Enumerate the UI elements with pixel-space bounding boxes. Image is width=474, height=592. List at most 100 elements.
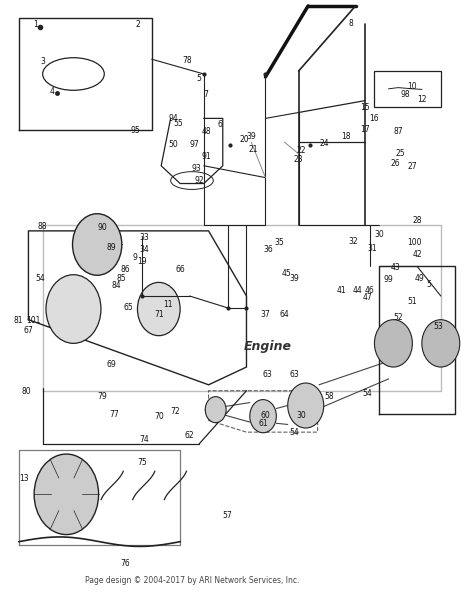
Text: 45: 45 <box>282 269 292 278</box>
Text: 19: 19 <box>137 257 147 266</box>
Circle shape <box>250 400 276 433</box>
Text: 23: 23 <box>294 155 303 165</box>
Text: 63: 63 <box>263 369 273 379</box>
Text: 13: 13 <box>19 474 28 483</box>
Text: 92: 92 <box>194 176 204 185</box>
Text: 15: 15 <box>360 103 370 112</box>
Text: 5: 5 <box>197 73 201 83</box>
Text: 5: 5 <box>427 279 431 289</box>
Text: 7: 7 <box>204 90 209 99</box>
Text: 97: 97 <box>190 140 199 149</box>
Text: 79: 79 <box>97 392 107 401</box>
Text: 91: 91 <box>201 152 211 162</box>
Text: 77: 77 <box>109 410 118 419</box>
Text: 17: 17 <box>360 124 370 134</box>
Text: 51: 51 <box>408 297 417 307</box>
Text: 37: 37 <box>261 310 270 320</box>
Text: 80: 80 <box>21 387 31 397</box>
Text: 62: 62 <box>185 431 194 440</box>
Text: 72: 72 <box>171 407 180 416</box>
Text: 55: 55 <box>173 118 182 128</box>
Circle shape <box>374 320 412 367</box>
Text: 39: 39 <box>246 131 256 141</box>
Text: 63: 63 <box>289 369 299 379</box>
Text: 76: 76 <box>121 559 130 568</box>
Text: 47: 47 <box>363 292 372 302</box>
Text: 10: 10 <box>408 82 417 91</box>
Text: 84: 84 <box>111 281 121 290</box>
Text: 67: 67 <box>24 326 33 335</box>
Text: 52: 52 <box>393 313 403 322</box>
Text: 31: 31 <box>367 244 377 253</box>
Text: 2: 2 <box>135 20 140 30</box>
Text: 57: 57 <box>223 510 232 520</box>
Circle shape <box>73 214 122 275</box>
Text: 22: 22 <box>296 146 306 156</box>
Text: 90: 90 <box>97 223 107 233</box>
Text: Engine: Engine <box>244 340 292 353</box>
Text: 78: 78 <box>182 56 192 65</box>
Text: 81: 81 <box>13 316 23 326</box>
Text: 36: 36 <box>263 245 273 255</box>
Text: 58: 58 <box>325 392 334 401</box>
Text: 87: 87 <box>393 127 403 136</box>
Text: 66: 66 <box>175 265 185 274</box>
Text: 101: 101 <box>26 316 40 326</box>
Text: 18: 18 <box>341 131 351 141</box>
Text: 86: 86 <box>121 265 130 275</box>
Circle shape <box>422 320 460 367</box>
Circle shape <box>85 230 109 259</box>
Text: 61: 61 <box>258 419 268 429</box>
Text: 65: 65 <box>123 303 133 313</box>
Text: 93: 93 <box>192 163 201 173</box>
Circle shape <box>205 397 226 423</box>
Text: 89: 89 <box>107 243 116 252</box>
Text: 34: 34 <box>140 245 149 255</box>
Text: 8: 8 <box>348 19 353 28</box>
Text: 39: 39 <box>289 274 299 283</box>
Text: 64: 64 <box>280 310 289 320</box>
Text: 74: 74 <box>140 435 149 444</box>
Text: 85: 85 <box>116 274 126 283</box>
Text: 32: 32 <box>348 237 358 246</box>
Text: 33: 33 <box>140 233 149 243</box>
Text: 6: 6 <box>218 120 223 129</box>
Text: 24: 24 <box>320 139 329 148</box>
Circle shape <box>34 454 99 535</box>
Circle shape <box>46 275 101 343</box>
Circle shape <box>137 282 180 336</box>
Text: 54: 54 <box>363 389 372 398</box>
Text: 30: 30 <box>374 230 384 239</box>
Text: 4: 4 <box>50 87 55 96</box>
Text: 44: 44 <box>353 285 363 295</box>
Text: Page design © 2004-2017 by ARI Network Services, Inc.: Page design © 2004-2017 by ARI Network S… <box>85 576 300 585</box>
Text: 20: 20 <box>239 134 249 144</box>
Text: 99: 99 <box>384 275 393 284</box>
Text: 21: 21 <box>249 144 258 154</box>
Text: 100: 100 <box>408 238 422 247</box>
Text: 71: 71 <box>154 310 164 320</box>
Text: 54: 54 <box>289 427 299 437</box>
Text: 9: 9 <box>133 253 137 262</box>
Text: 60: 60 <box>261 411 270 420</box>
Text: 12: 12 <box>417 95 427 104</box>
Text: 26: 26 <box>391 159 401 168</box>
Text: 70: 70 <box>154 412 164 422</box>
Text: 94: 94 <box>168 114 178 123</box>
Text: 48: 48 <box>201 127 211 136</box>
Text: 41: 41 <box>337 285 346 295</box>
Circle shape <box>288 383 324 428</box>
Text: 3: 3 <box>40 57 45 66</box>
Text: 42: 42 <box>412 250 422 259</box>
Text: 46: 46 <box>365 285 374 295</box>
Bar <box>374 71 441 107</box>
Text: 98: 98 <box>401 90 410 99</box>
Text: 43: 43 <box>391 263 401 272</box>
Circle shape <box>51 475 82 513</box>
Text: 88: 88 <box>38 221 47 231</box>
Text: 1: 1 <box>33 20 38 30</box>
Text: 49: 49 <box>415 274 424 283</box>
Text: 27: 27 <box>408 162 417 172</box>
Text: 95: 95 <box>130 126 140 135</box>
Text: 53: 53 <box>434 322 443 332</box>
